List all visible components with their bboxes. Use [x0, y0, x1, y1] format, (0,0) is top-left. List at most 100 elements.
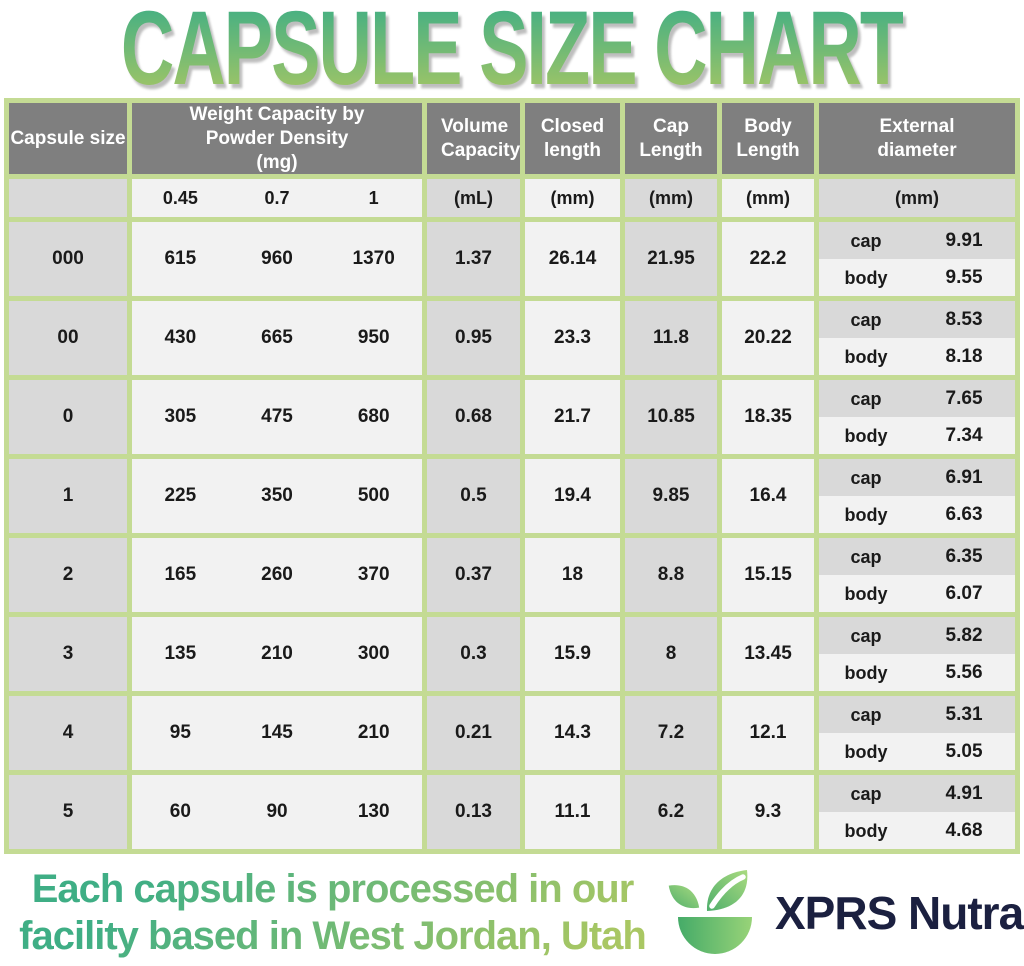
weight-045-value: 225 [164, 485, 197, 507]
external-body-value: 8.18 [945, 345, 983, 367]
closed-length-cell: 19.4 [525, 459, 620, 534]
external-cap-value: 8.53 [945, 308, 983, 330]
header-body-length: Body Length [722, 103, 814, 175]
footer-note: Each capsule is processed in our facilit… [0, 866, 665, 960]
external-body-subrow: body 6.07 [819, 575, 1015, 613]
weight-07-value: 260 [261, 564, 293, 586]
capsule-size-unit-cell [9, 179, 127, 218]
weight-07-value: 665 [261, 327, 293, 349]
cap-length-cell: 10.85 [625, 380, 717, 455]
capsule-size-table: Capsule size Weight Capacity by Powder D… [4, 98, 1020, 855]
weight-07-value: 350 [261, 485, 293, 507]
table-row: 1 225 350 500 0.5 19.4 9.85 16.4 cap 6.9… [9, 459, 1015, 534]
external-body-subrow: body 9.55 [819, 259, 1015, 297]
footer-note-line1: Each capsule is processed in our [31, 867, 634, 912]
external-diameter-cell: cap 8.53 body 8.18 [819, 301, 1015, 376]
header-weight-capacity: Weight Capacity by Powder Density (mg) [132, 103, 422, 175]
body-length-cell: 16.4 [722, 459, 814, 534]
external-diameter-cell: cap 4.91 body 4.68 [819, 775, 1015, 850]
weight-07-value: 210 [261, 643, 293, 665]
cap-length-cell: 9.85 [625, 459, 717, 534]
body-label: body [844, 741, 888, 762]
external-body-value: 6.07 [945, 582, 983, 604]
external-body-subrow: body 4.68 [819, 812, 1015, 850]
table-row: 0 305 475 680 0.68 21.7 10.85 18.35 cap … [9, 380, 1015, 455]
density-1: 1 [368, 188, 379, 208]
external-cap-subrow: cap 4.91 [819, 775, 1015, 813]
external-diameter-cell: cap 9.91 body 9.55 [819, 222, 1015, 297]
external-cap-value: 5.31 [945, 703, 983, 725]
external-cap-subrow: cap 5.31 [819, 696, 1015, 734]
table-row: 5 60 90 130 0.13 11.1 6.2 9.3 cap 4.91 b… [9, 775, 1015, 850]
weight-1-value: 950 [357, 327, 390, 349]
closed-length-cell: 15.9 [525, 617, 620, 692]
capsule-size-cell: 3 [9, 617, 127, 692]
page-title: CAPSULE SIZE CHART [121, 0, 905, 108]
cap-label: cap [850, 783, 882, 804]
weight-045-value: 165 [164, 564, 197, 586]
table-row: 000 615 960 1370 1.37 26.14 21.95 22.2 c… [9, 222, 1015, 297]
external-body-value: 9.55 [945, 266, 983, 288]
cap-length-cell: 21.95 [625, 222, 717, 297]
weight-07-value: 960 [261, 248, 293, 270]
density-values-cell: 0.45 0.7 1 [132, 179, 422, 218]
weight-07-value: 90 [266, 801, 288, 823]
density-07: 0.7 [264, 188, 290, 208]
weight-045-value: 95 [169, 722, 191, 744]
body-length-cell: 15.15 [722, 538, 814, 613]
external-cap-value: 6.91 [945, 466, 983, 488]
cap-length-cell: 11.8 [625, 301, 717, 376]
subheader-row: 0.45 0.7 1 (mL) (mm) (mm) (mm) (mm) [9, 179, 1015, 218]
body-length-cell: 12.1 [722, 696, 814, 771]
external-body-value: 6.63 [945, 503, 983, 525]
external-cap-subrow: cap 5.82 [819, 617, 1015, 655]
header-closed-length: Closed length [525, 103, 620, 175]
table-row: 2 165 260 370 0.37 18 8.8 15.15 cap 6.35… [9, 538, 1015, 613]
weight-045-value: 430 [164, 327, 197, 349]
weight-capacity-cell: 95 145 210 [132, 696, 422, 771]
external-diameter-cell: cap 6.91 body 6.63 [819, 459, 1015, 534]
external-cap-value: 9.91 [945, 229, 983, 251]
header-external-diameter: External diameter [819, 103, 1015, 175]
header-capsule-size: Capsule size [9, 103, 127, 175]
external-body-subrow: body 5.56 [819, 654, 1015, 692]
body-unit-cell: (mm) [722, 179, 814, 218]
external-unit-cell: (mm) [819, 179, 1015, 218]
external-cap-subrow: cap 8.53 [819, 301, 1015, 339]
external-body-value: 5.05 [945, 740, 983, 762]
weight-capacity-cell: 305 475 680 [132, 380, 422, 455]
closed-length-cell: 11.1 [525, 775, 620, 850]
body-label: body [844, 583, 888, 604]
external-diameter-cell: cap 5.82 body 5.56 [819, 617, 1015, 692]
weight-1-value: 210 [357, 722, 390, 744]
body-length-cell: 18.35 [722, 380, 814, 455]
footer-note-line2: facility based in West Jordan, Utah [19, 914, 646, 959]
body-length-cell: 13.45 [722, 617, 814, 692]
body-length-cell: 22.2 [722, 222, 814, 297]
body-label: body [844, 662, 888, 683]
external-diameter-cell: cap 6.35 body 6.07 [819, 538, 1015, 613]
external-cap-subrow: cap 7.65 [819, 380, 1015, 418]
cap-label: cap [850, 467, 882, 488]
body-label: body [844, 820, 888, 841]
closed-length-cell: 14.3 [525, 696, 620, 771]
weight-1-value: 1370 [352, 248, 395, 270]
capsule-size-cell: 0 [9, 380, 127, 455]
weight-07-value: 475 [261, 406, 293, 428]
volume-capacity-cell: 0.21 [427, 696, 520, 771]
weight-1-value: 130 [357, 801, 390, 823]
header-row: Capsule size Weight Capacity by Powder D… [9, 103, 1015, 175]
weight-capacity-cell: 135 210 300 [132, 617, 422, 692]
external-body-value: 5.56 [945, 661, 983, 683]
cap-label: cap [850, 625, 882, 646]
table-row: 00 430 665 950 0.95 23.3 11.8 20.22 cap … [9, 301, 1015, 376]
body-length-cell: 20.22 [722, 301, 814, 376]
volume-capacity-cell: 1.37 [427, 222, 520, 297]
external-cap-value: 6.35 [945, 545, 983, 567]
volume-unit-cell: (mL) [427, 179, 520, 218]
cap-length-cell: 8.8 [625, 538, 717, 613]
external-body-subrow: body 7.34 [819, 417, 1015, 455]
external-body-subrow: body 5.05 [819, 733, 1015, 771]
external-body-subrow: body 6.63 [819, 496, 1015, 534]
weight-1-value: 370 [357, 564, 390, 586]
